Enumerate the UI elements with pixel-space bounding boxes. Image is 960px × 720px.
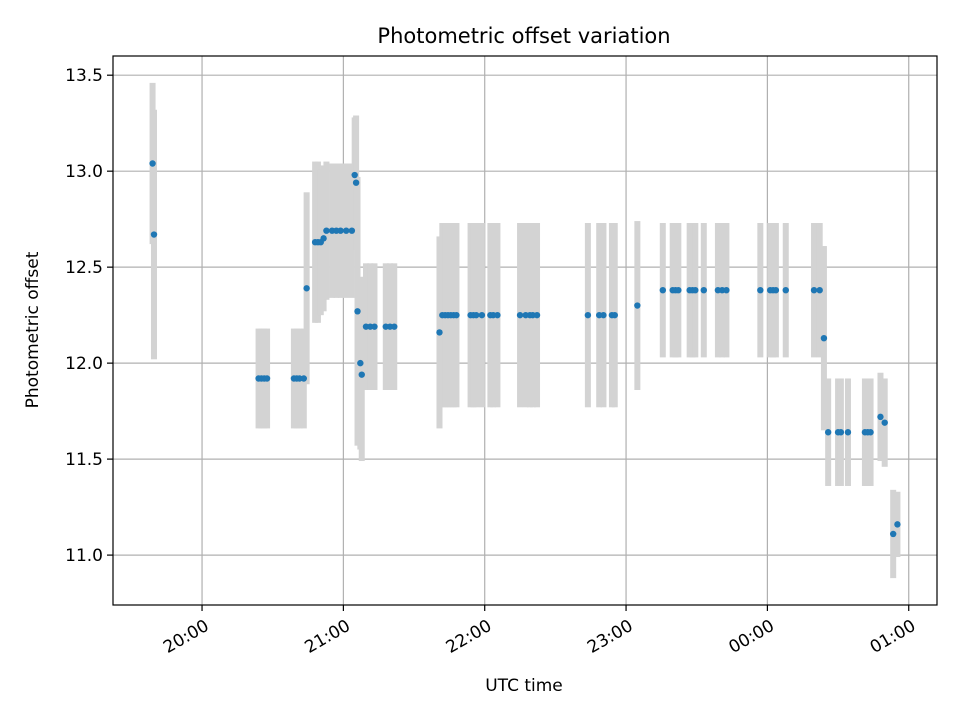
chart-title: Photometric offset variation bbox=[377, 24, 670, 48]
data-point bbox=[337, 227, 344, 234]
data-point bbox=[816, 286, 823, 294]
data-point bbox=[263, 375, 271, 382]
data-point bbox=[323, 227, 330, 234]
data-points bbox=[149, 160, 901, 538]
x-tick-label: 21:00 bbox=[301, 616, 353, 658]
data-point bbox=[634, 302, 641, 309]
data-point bbox=[692, 286, 699, 294]
data-point bbox=[659, 286, 667, 294]
data-point bbox=[867, 429, 874, 436]
data-point bbox=[453, 311, 460, 319]
data-point bbox=[772, 286, 780, 294]
data-point bbox=[894, 521, 901, 528]
data-point bbox=[584, 311, 592, 319]
data-point bbox=[357, 359, 364, 367]
data-point bbox=[358, 371, 365, 378]
data-point bbox=[391, 323, 398, 330]
data-point bbox=[300, 375, 308, 382]
data-point bbox=[675, 286, 682, 294]
y-tick-label: 13.0 bbox=[65, 162, 103, 182]
y-tick-label: 12.5 bbox=[65, 258, 103, 278]
data-point bbox=[343, 227, 350, 234]
data-point bbox=[473, 311, 480, 319]
data-point bbox=[150, 231, 158, 238]
data-point bbox=[320, 235, 327, 242]
data-point bbox=[837, 429, 845, 436]
data-point bbox=[757, 286, 764, 294]
y-tick-label: 13.5 bbox=[65, 66, 103, 86]
x-tick-label: 20:00 bbox=[160, 616, 212, 658]
data-point bbox=[820, 334, 828, 342]
data-point bbox=[352, 179, 360, 186]
data-point bbox=[700, 286, 707, 294]
data-point bbox=[844, 429, 852, 436]
x-axis-label: UTC time bbox=[485, 676, 563, 696]
data-point bbox=[478, 311, 486, 319]
data-point bbox=[600, 311, 607, 319]
data-point bbox=[494, 311, 501, 319]
x-tick-label: 23:00 bbox=[584, 616, 636, 658]
data-point bbox=[354, 308, 361, 315]
error-bars bbox=[149, 82, 901, 579]
y-tick-label: 11.0 bbox=[65, 546, 103, 566]
x-tick-label: 00:00 bbox=[725, 616, 777, 658]
data-point bbox=[436, 329, 443, 336]
data-point bbox=[810, 286, 818, 294]
data-point bbox=[149, 160, 156, 167]
data-point bbox=[303, 285, 310, 292]
data-point bbox=[351, 171, 358, 179]
data-point bbox=[723, 286, 730, 294]
x-tick-label: 22:00 bbox=[443, 616, 495, 658]
data-point bbox=[889, 530, 897, 538]
y-tick-label: 12.0 bbox=[65, 354, 103, 374]
y-axis-label: Photometric offset bbox=[23, 251, 43, 408]
x-tick-label: 01:00 bbox=[867, 616, 919, 658]
data-point bbox=[348, 227, 356, 234]
plot-frame bbox=[112, 55, 938, 606]
data-point bbox=[371, 323, 378, 330]
y-tick-label: 11.5 bbox=[65, 450, 103, 470]
data-point bbox=[611, 311, 618, 319]
data-point bbox=[782, 286, 789, 294]
data-point bbox=[877, 413, 884, 421]
data-point bbox=[533, 311, 541, 319]
data-point bbox=[881, 419, 888, 426]
data-point bbox=[516, 311, 524, 319]
data-point bbox=[824, 429, 832, 436]
